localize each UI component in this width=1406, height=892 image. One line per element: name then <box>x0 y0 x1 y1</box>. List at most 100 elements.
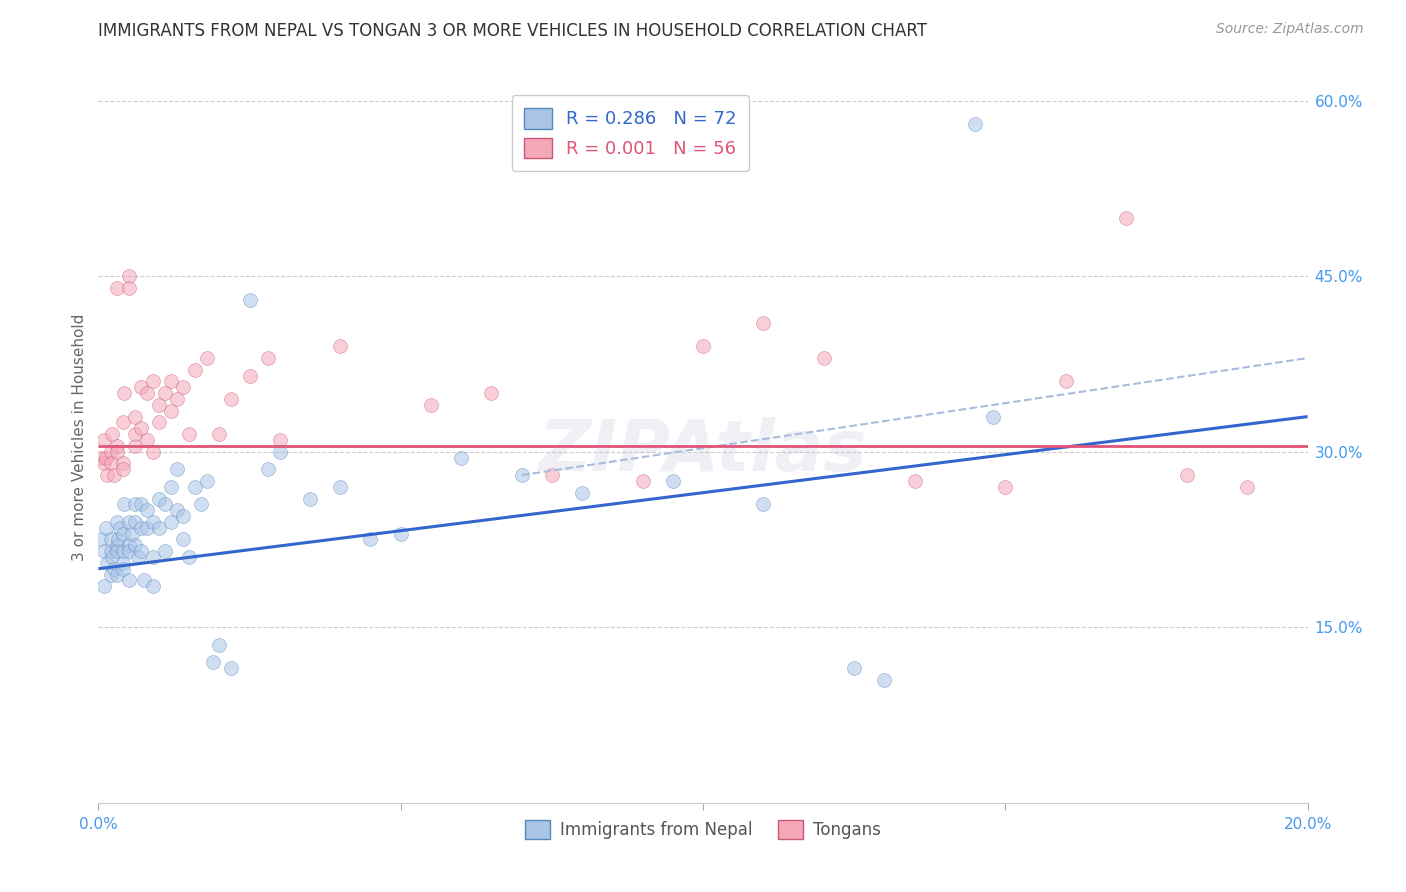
Point <box>1175 468 1198 483</box>
Point <box>239 368 262 383</box>
Point <box>111 526 134 541</box>
Point <box>142 375 165 389</box>
Point <box>93 457 115 471</box>
Point <box>105 439 128 453</box>
Y-axis label: 3 or more Vehicles in Household: 3 or more Vehicles in Household <box>72 313 87 561</box>
Point <box>142 579 165 593</box>
Point <box>112 497 135 511</box>
Point <box>129 380 152 394</box>
Point <box>112 386 135 401</box>
Point <box>208 638 231 652</box>
Point <box>124 427 146 442</box>
Point <box>111 416 134 430</box>
Point <box>96 556 118 570</box>
Point <box>129 497 152 511</box>
Point <box>994 480 1017 494</box>
Point <box>195 351 218 365</box>
Point <box>256 462 278 476</box>
Point <box>100 549 122 564</box>
Point <box>195 474 218 488</box>
Point <box>299 491 322 506</box>
Point <box>124 439 146 453</box>
Point <box>269 444 291 458</box>
Point <box>111 544 134 558</box>
Point <box>135 386 157 401</box>
Point <box>105 567 128 582</box>
Point <box>1054 375 1077 389</box>
Point <box>105 515 128 529</box>
Point <box>100 427 122 442</box>
Point <box>148 398 170 412</box>
Point <box>981 409 1004 424</box>
Point <box>148 491 170 506</box>
Point <box>129 421 152 435</box>
Point <box>179 427 201 442</box>
Point <box>93 433 115 447</box>
Point <box>510 468 533 483</box>
Point <box>129 544 152 558</box>
Point <box>121 526 143 541</box>
Point <box>93 544 115 558</box>
Point <box>100 533 122 547</box>
Point <box>118 574 141 588</box>
Point <box>111 462 134 476</box>
Point <box>166 392 188 406</box>
Point <box>107 533 129 547</box>
Point <box>631 474 654 488</box>
Point <box>329 480 352 494</box>
Point <box>105 281 128 295</box>
Point <box>752 316 775 330</box>
Point <box>90 450 112 465</box>
Point <box>135 503 157 517</box>
Point <box>132 574 155 588</box>
Point <box>256 351 278 365</box>
Point <box>1236 480 1258 494</box>
Point <box>96 468 118 483</box>
Point <box>148 521 170 535</box>
Point <box>172 533 194 547</box>
Point <box>166 462 188 476</box>
Point <box>450 450 472 465</box>
Point <box>105 444 128 458</box>
Point <box>118 538 141 552</box>
Point <box>105 544 128 558</box>
Point <box>202 656 225 670</box>
Point <box>111 457 134 471</box>
Point <box>100 444 122 458</box>
Point <box>118 544 141 558</box>
Point <box>124 497 146 511</box>
Point <box>166 503 188 517</box>
Point <box>93 579 115 593</box>
Point <box>269 433 291 447</box>
Point <box>124 409 146 424</box>
Point <box>221 661 243 675</box>
Point <box>540 468 562 483</box>
Point <box>148 416 170 430</box>
Point <box>571 485 593 500</box>
Point <box>94 450 117 465</box>
Point <box>127 549 149 564</box>
Point <box>100 567 122 582</box>
Point <box>94 521 117 535</box>
Point <box>481 386 503 401</box>
Point <box>160 480 183 494</box>
Point <box>142 444 165 458</box>
Point <box>179 549 201 564</box>
Point <box>100 544 122 558</box>
Point <box>172 380 194 394</box>
Text: ZIPAtlas: ZIPAtlas <box>538 417 868 486</box>
Point <box>692 339 714 353</box>
Point <box>135 433 157 447</box>
Point <box>124 515 146 529</box>
Point <box>153 544 176 558</box>
Point <box>118 269 141 284</box>
Point <box>129 521 152 535</box>
Point <box>118 515 141 529</box>
Point <box>389 526 412 541</box>
Point <box>160 403 183 417</box>
Point <box>111 562 134 576</box>
Point <box>360 533 382 547</box>
Point <box>108 521 131 535</box>
Point <box>661 474 683 488</box>
Point <box>160 515 183 529</box>
